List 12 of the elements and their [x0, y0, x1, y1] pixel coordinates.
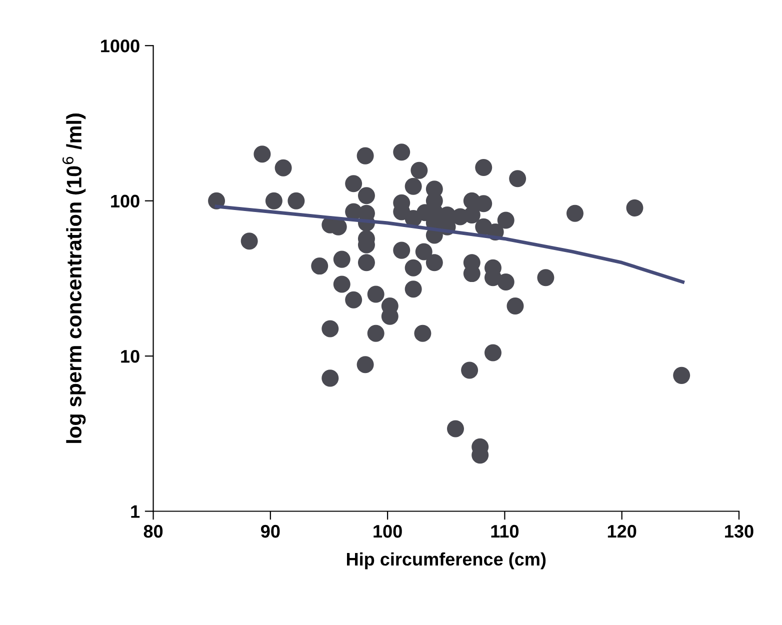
- x-tick-label: 80: [144, 524, 163, 538]
- y-tick-label: 10: [121, 350, 140, 363]
- x-tick-label: 100: [374, 524, 402, 538]
- x-tick-label: 90: [261, 524, 280, 538]
- x-axis-title: Hip circumference (cm): [347, 552, 546, 570]
- x-tick-label: 120: [608, 524, 636, 538]
- y-tick-label: 100: [111, 194, 140, 208]
- y-tick-label: 1000: [101, 40, 140, 52]
- x-tick-label: 110: [491, 524, 519, 538]
- y-tick-label: 1: [131, 505, 140, 518]
- x-tick-label: 130: [725, 524, 754, 538]
- y-axis-title: log sperm concentration (10$^{6}$ /ml): [62, 114, 86, 443]
